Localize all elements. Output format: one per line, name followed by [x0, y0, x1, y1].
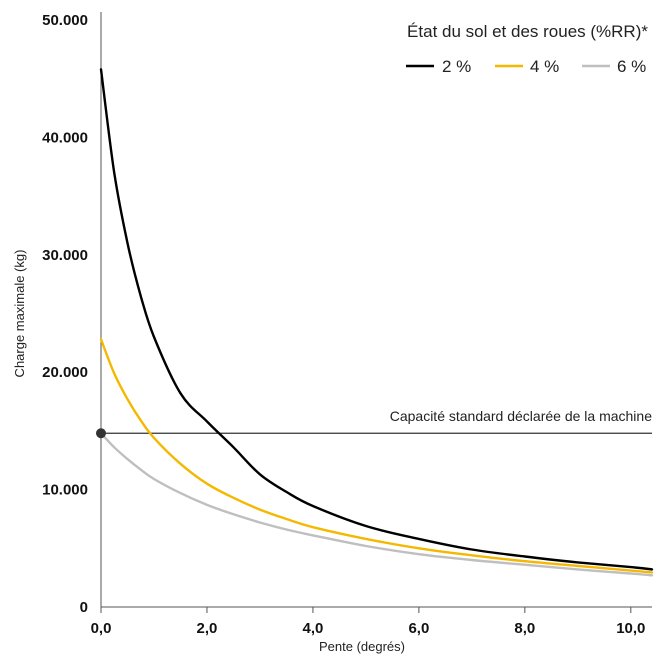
- y-tick-label: 20.000: [42, 364, 88, 381]
- x-tick-label: 0,0: [91, 620, 112, 637]
- series-line-4: [99, 338, 654, 574]
- x-tick-label: 10,0: [616, 620, 645, 637]
- legend-label: 6 %: [617, 57, 646, 76]
- x-tick-label: 2,0: [197, 620, 218, 637]
- x-tick-label: 4,0: [302, 620, 323, 637]
- x-tick-label: 6,0: [408, 620, 429, 637]
- x-axis-ticks: 0,0 2,0 4,0 6,0 8,0 10,0: [91, 607, 645, 637]
- series-lines: [99, 68, 654, 577]
- y-tick-label: 0: [80, 599, 88, 616]
- series-line-2: [99, 68, 654, 571]
- y-tick-label: 10.000: [42, 482, 88, 499]
- y-axis-ticks: 0 10.000 20.000 30.000 40.000 50.000: [42, 12, 88, 616]
- y-tick-label: 40.000: [42, 129, 88, 146]
- legend-label: 2 %: [442, 57, 471, 76]
- x-tick-label: 8,0: [514, 620, 535, 637]
- y-tick-label: 30.000: [42, 247, 88, 264]
- y-tick-label: 50.000: [42, 12, 88, 29]
- reference-line-label: Capacité standard déclarée de la machine: [390, 408, 652, 424]
- legend: 2 % 4 % 6 %: [406, 57, 646, 76]
- legend-title: État du sol et des roues (%RR)*: [407, 22, 648, 41]
- legend-label: 4 %: [530, 57, 559, 76]
- series-line-6: [99, 432, 654, 577]
- x-axis-label: Pente (degrés): [319, 639, 405, 654]
- start-marker: [96, 428, 106, 439]
- y-axis-label: Charge maximale (kg): [12, 250, 27, 378]
